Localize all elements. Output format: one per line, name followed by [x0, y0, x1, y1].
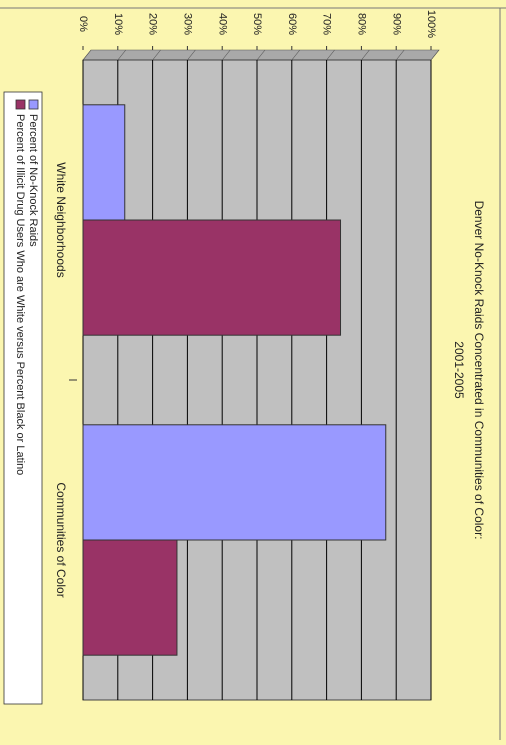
value-tick-label: 50% [251, 13, 263, 35]
value-tick-label: 100% [425, 10, 437, 38]
value-tick-label: 70% [321, 13, 333, 35]
gridline-depth [291, 49, 301, 61]
legend-swatch [28, 99, 39, 110]
axis-layer: 0% 10% 20% 30% 40% 50% 60% 70% 80% 90% 100% White N… [54, 10, 437, 598]
legend-box [3, 91, 43, 705]
value-tick-label: 10% [112, 13, 124, 35]
value-tick-label: 80% [355, 13, 367, 35]
category-label: White Neighborhoods [54, 162, 68, 277]
chart-subtitle: 2001-2005 [452, 341, 466, 399]
bar [82, 219, 342, 336]
category-label: Communities of Color [54, 482, 68, 597]
value-tick-label: 90% [390, 13, 402, 35]
value-tick-label: 20% [147, 13, 159, 35]
gridline-depth [82, 49, 92, 61]
value-tick-label: 40% [216, 13, 228, 35]
gridline-depth [326, 49, 335, 61]
legend-label: Percent of No-Knock Raids [27, 114, 39, 247]
bar-layer [82, 104, 387, 656]
gridline-depth [256, 49, 266, 61]
gridline-depth [361, 49, 370, 61]
value-tick-label: 60% [286, 13, 298, 35]
gridline-depth [187, 49, 196, 61]
bar [82, 424, 387, 541]
gridline-depth [117, 49, 127, 61]
bar [82, 104, 126, 221]
bar [82, 539, 178, 656]
value-tick-label: 30% [181, 13, 193, 35]
gridline-depth [395, 49, 405, 61]
legend-swatch [15, 99, 26, 110]
gridline-depth [152, 49, 161, 61]
label-layer: Denver No-Knock Raids Concentrated in Co… [3, 91, 486, 705]
chart-title: Denver No-Knock Raids Concentrated in Co… [472, 201, 486, 540]
gridline-depth [221, 49, 231, 61]
value-tick-label: 0% [77, 16, 89, 32]
legend-label: Percent of Illicit Drug Users Who are Wh… [14, 114, 26, 475]
gridline-depth [430, 49, 440, 61]
